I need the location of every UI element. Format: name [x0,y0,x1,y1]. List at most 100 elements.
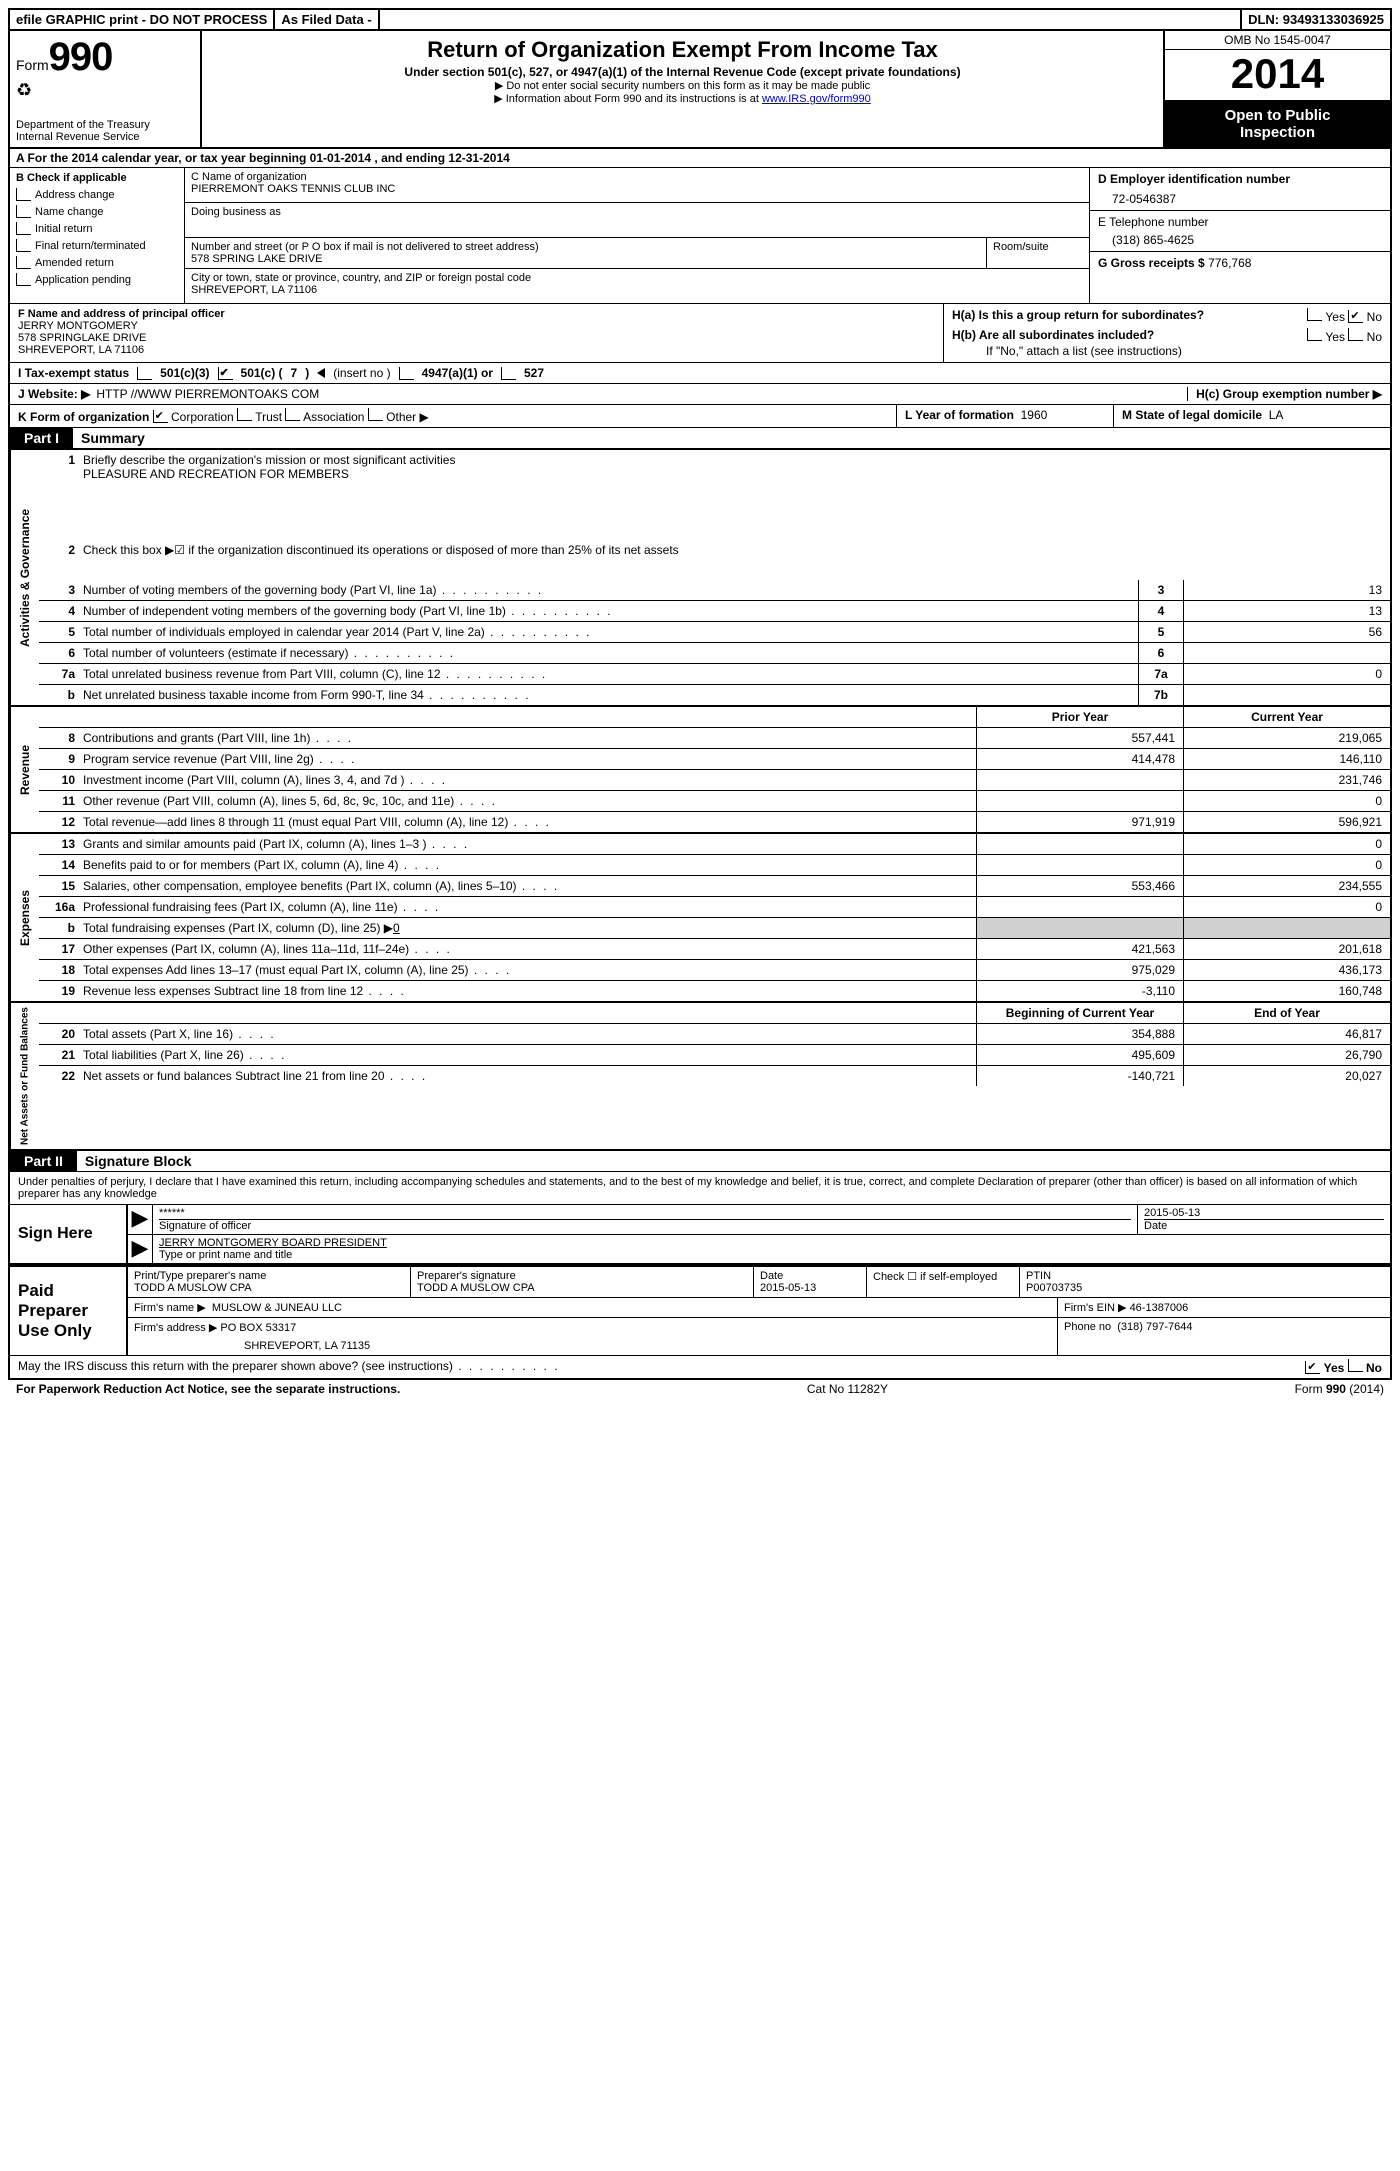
summary-line: 8Contributions and grants (Part VIII, li… [39,728,1390,749]
part1-header: Part I Summary [10,428,1390,450]
section-revenue: Revenue Prior Year Current Year 8Contrib… [10,707,1390,834]
form-subtitle: Under section 501(c), 527, or 4947(a)(1)… [210,65,1155,79]
summary-line: 20Total assets (Part X, line 16)354,8884… [39,1024,1390,1045]
summary-line: 13Grants and similar amounts paid (Part … [39,834,1390,855]
part2-title: Signature Block [77,1153,192,1169]
firm-address: Firm's address ▶ PO BOX 53317 SHREVEPORT… [128,1318,1058,1355]
summary-line: 11Other revenue (Part VIII, column (A), … [39,791,1390,812]
current-year-header: Current Year [1183,707,1390,727]
firm-ein: Firm's EIN ▶ 46-1387006 [1058,1298,1390,1317]
summary-line: 21Total liabilities (Part X, line 26)495… [39,1045,1390,1066]
line-m: M State of legal domicile LA [1114,405,1390,427]
chk-final-return[interactable]: Final return/terminated [16,239,178,252]
irs-link[interactable]: www.IRS.gov/form990 [762,93,871,105]
sign-here-block: Sign Here ▶ ****** Signature of officer … [10,1204,1390,1265]
form-number: 990 [49,35,113,80]
chk-application-pending[interactable]: Application pending [16,273,178,286]
gross-receipts: 776,768 [1208,256,1251,270]
principal-officer: F Name and address of principal officer … [10,304,944,362]
sig-arrow-icon: ▶ [128,1205,153,1234]
officer-signature-field[interactable]: ****** Signature of officer [153,1205,1137,1234]
paperwork-notice: For Paperwork Reduction Act Notice, see … [16,1382,400,1396]
firm-phone: Phone no (318) 797-7644 [1058,1318,1390,1355]
efile-notice: efile GRAPHIC print - DO NOT PROCESS [10,10,275,29]
section-fh: F Name and address of principal officer … [10,304,1390,363]
preparer-date: Date2015-05-13 [754,1267,867,1297]
prior-year-header: Prior Year [976,707,1183,727]
chk-amended-return[interactable]: Amended return [16,256,178,269]
line-l: L Year of formation 1960 [897,405,1114,427]
section-expenses: Expenses 13Grants and similar amounts pa… [10,834,1390,1003]
open-public-badge: Open to PublicInspection [1165,101,1390,147]
summary-line: 17Other expenses (Part IX, column (A), l… [39,939,1390,960]
row-a-tax-year: A For the 2014 calendar year, or tax yea… [10,149,1390,168]
summary-line: 18Total expenses Add lines 13–17 (must e… [39,960,1390,981]
as-filed: As Filed Data - [275,10,379,29]
ein-value: 72-0546387 [1098,186,1382,206]
header-right: OMB No 1545-0047 2014 Open to PublicInsp… [1163,31,1390,147]
part1-title: Summary [73,430,145,446]
tax-year: 2014 [1165,50,1390,101]
street-cell: Number and street (or P O box if mail is… [185,238,987,268]
hb-label: H(b) Are all subordinates included? [952,328,1154,342]
phone-value: (318) 865-4625 [1098,229,1382,247]
summary-line: 10Investment income (Part VIII, column (… [39,770,1390,791]
part2-header: Part II Signature Block [10,1151,1390,1172]
section-governance: Activities & Governance 1 Briefly descri… [10,450,1390,707]
room-cell: Room/suite [987,238,1089,268]
sig-arrow-icon-2: ▶ [128,1235,153,1263]
part2-tab: Part II [10,1151,77,1171]
gross-cell: G Gross receipts $ 776,768 [1090,252,1390,288]
gov-label: Activities & Governance [10,450,39,705]
paid-preparer-label: Paid Preparer Use Only [10,1267,126,1355]
street-address: 578 SPRING LAKE DRIVE [191,253,980,265]
summary-line: 15Salaries, other compensation, employee… [39,876,1390,897]
sign-date-field: 2015-05-13 Date [1137,1205,1390,1234]
line-i: I Tax-exempt status 501(c)(3) 501(c) (7)… [10,363,1390,384]
preparer-name: Print/Type preparer's nameTODD A MUSLOW … [128,1267,411,1297]
col-b-title: B Check if applicable [16,172,178,184]
ein-cell: D Employer identification number 72-0546… [1090,168,1390,211]
summary-line: 19Revenue less expenses Subtract line 18… [39,981,1390,1001]
line-k: K Form of organization Corporation Trust… [10,405,1390,428]
discuss-yes-check[interactable] [1305,1361,1320,1374]
phone-cell: E Telephone number (318) 865-4625 [1090,211,1390,252]
form-header: Form 990 ♻ Department of the Treasury In… [10,31,1390,149]
end-year-header: End of Year [1183,1003,1390,1023]
perjury-statement: Under penalties of perjury, I declare th… [10,1172,1390,1204]
top-bar-spacer [380,10,1242,29]
summary-line: 12Total revenue—add lines 8 through 11 (… [39,812,1390,832]
ptin: PTINP00703735 [1020,1267,1390,1297]
line-k-left: K Form of organization Corporation Trust… [10,405,897,427]
sign-here-label: Sign Here [10,1205,126,1263]
discuss-row: May the IRS discuss this return with the… [10,1355,1390,1378]
self-employed-check[interactable]: Check ☐ if self-employed [867,1267,1020,1297]
column-d: D Employer identification number 72-0546… [1090,168,1390,303]
summary-line: 16aProfessional fundraising fees (Part I… [39,897,1390,918]
discuss-no-check[interactable] [1348,1359,1363,1372]
expenses-label: Expenses [10,834,39,1001]
dba-cell: Doing business as [185,203,1089,238]
dept-treasury: Department of the Treasury [16,119,194,131]
irs-label: Internal Revenue Service [16,131,194,143]
ha-label: H(a) Is this a group return for subordin… [952,308,1204,322]
chk-name-change[interactable]: Name change [16,205,178,218]
footer: For Paperwork Reduction Act Notice, see … [8,1380,1392,1398]
summary-line: bTotal fundraising expenses (Part IX, co… [39,918,1390,939]
street-row: Number and street (or P O box if mail is… [185,238,1089,269]
revenue-label: Revenue [10,707,39,832]
net-assets-label: Net Assets or Fund Balances [10,1003,39,1149]
part1-tab: Part I [10,428,73,448]
chk-address-change[interactable]: Address change [16,188,178,201]
hb-note: If "No," attach a list (see instructions… [952,344,1382,358]
h-block: H(a) Is this a group return for subordin… [944,304,1390,362]
recycle-icon: ♻ [16,80,194,101]
form-label: Form [16,57,49,73]
line-j: J Website: ▶ HTTP //WWW PIERREMONTOAKS C… [10,384,1390,405]
summary-line: 9Program service revenue (Part VIII, lin… [39,749,1390,770]
officer-name-field: JERRY MONTGOMERY BOARD PRESIDENT Type or… [153,1235,1390,1263]
header-left: Form 990 ♻ Department of the Treasury In… [10,31,202,147]
org-name: PIERREMONT OAKS TENNIS CLUB INC [191,183,1083,195]
column-c: C Name of organization PIERREMONT OAKS T… [185,168,1090,303]
chk-initial-return[interactable]: Initial return [16,222,178,235]
